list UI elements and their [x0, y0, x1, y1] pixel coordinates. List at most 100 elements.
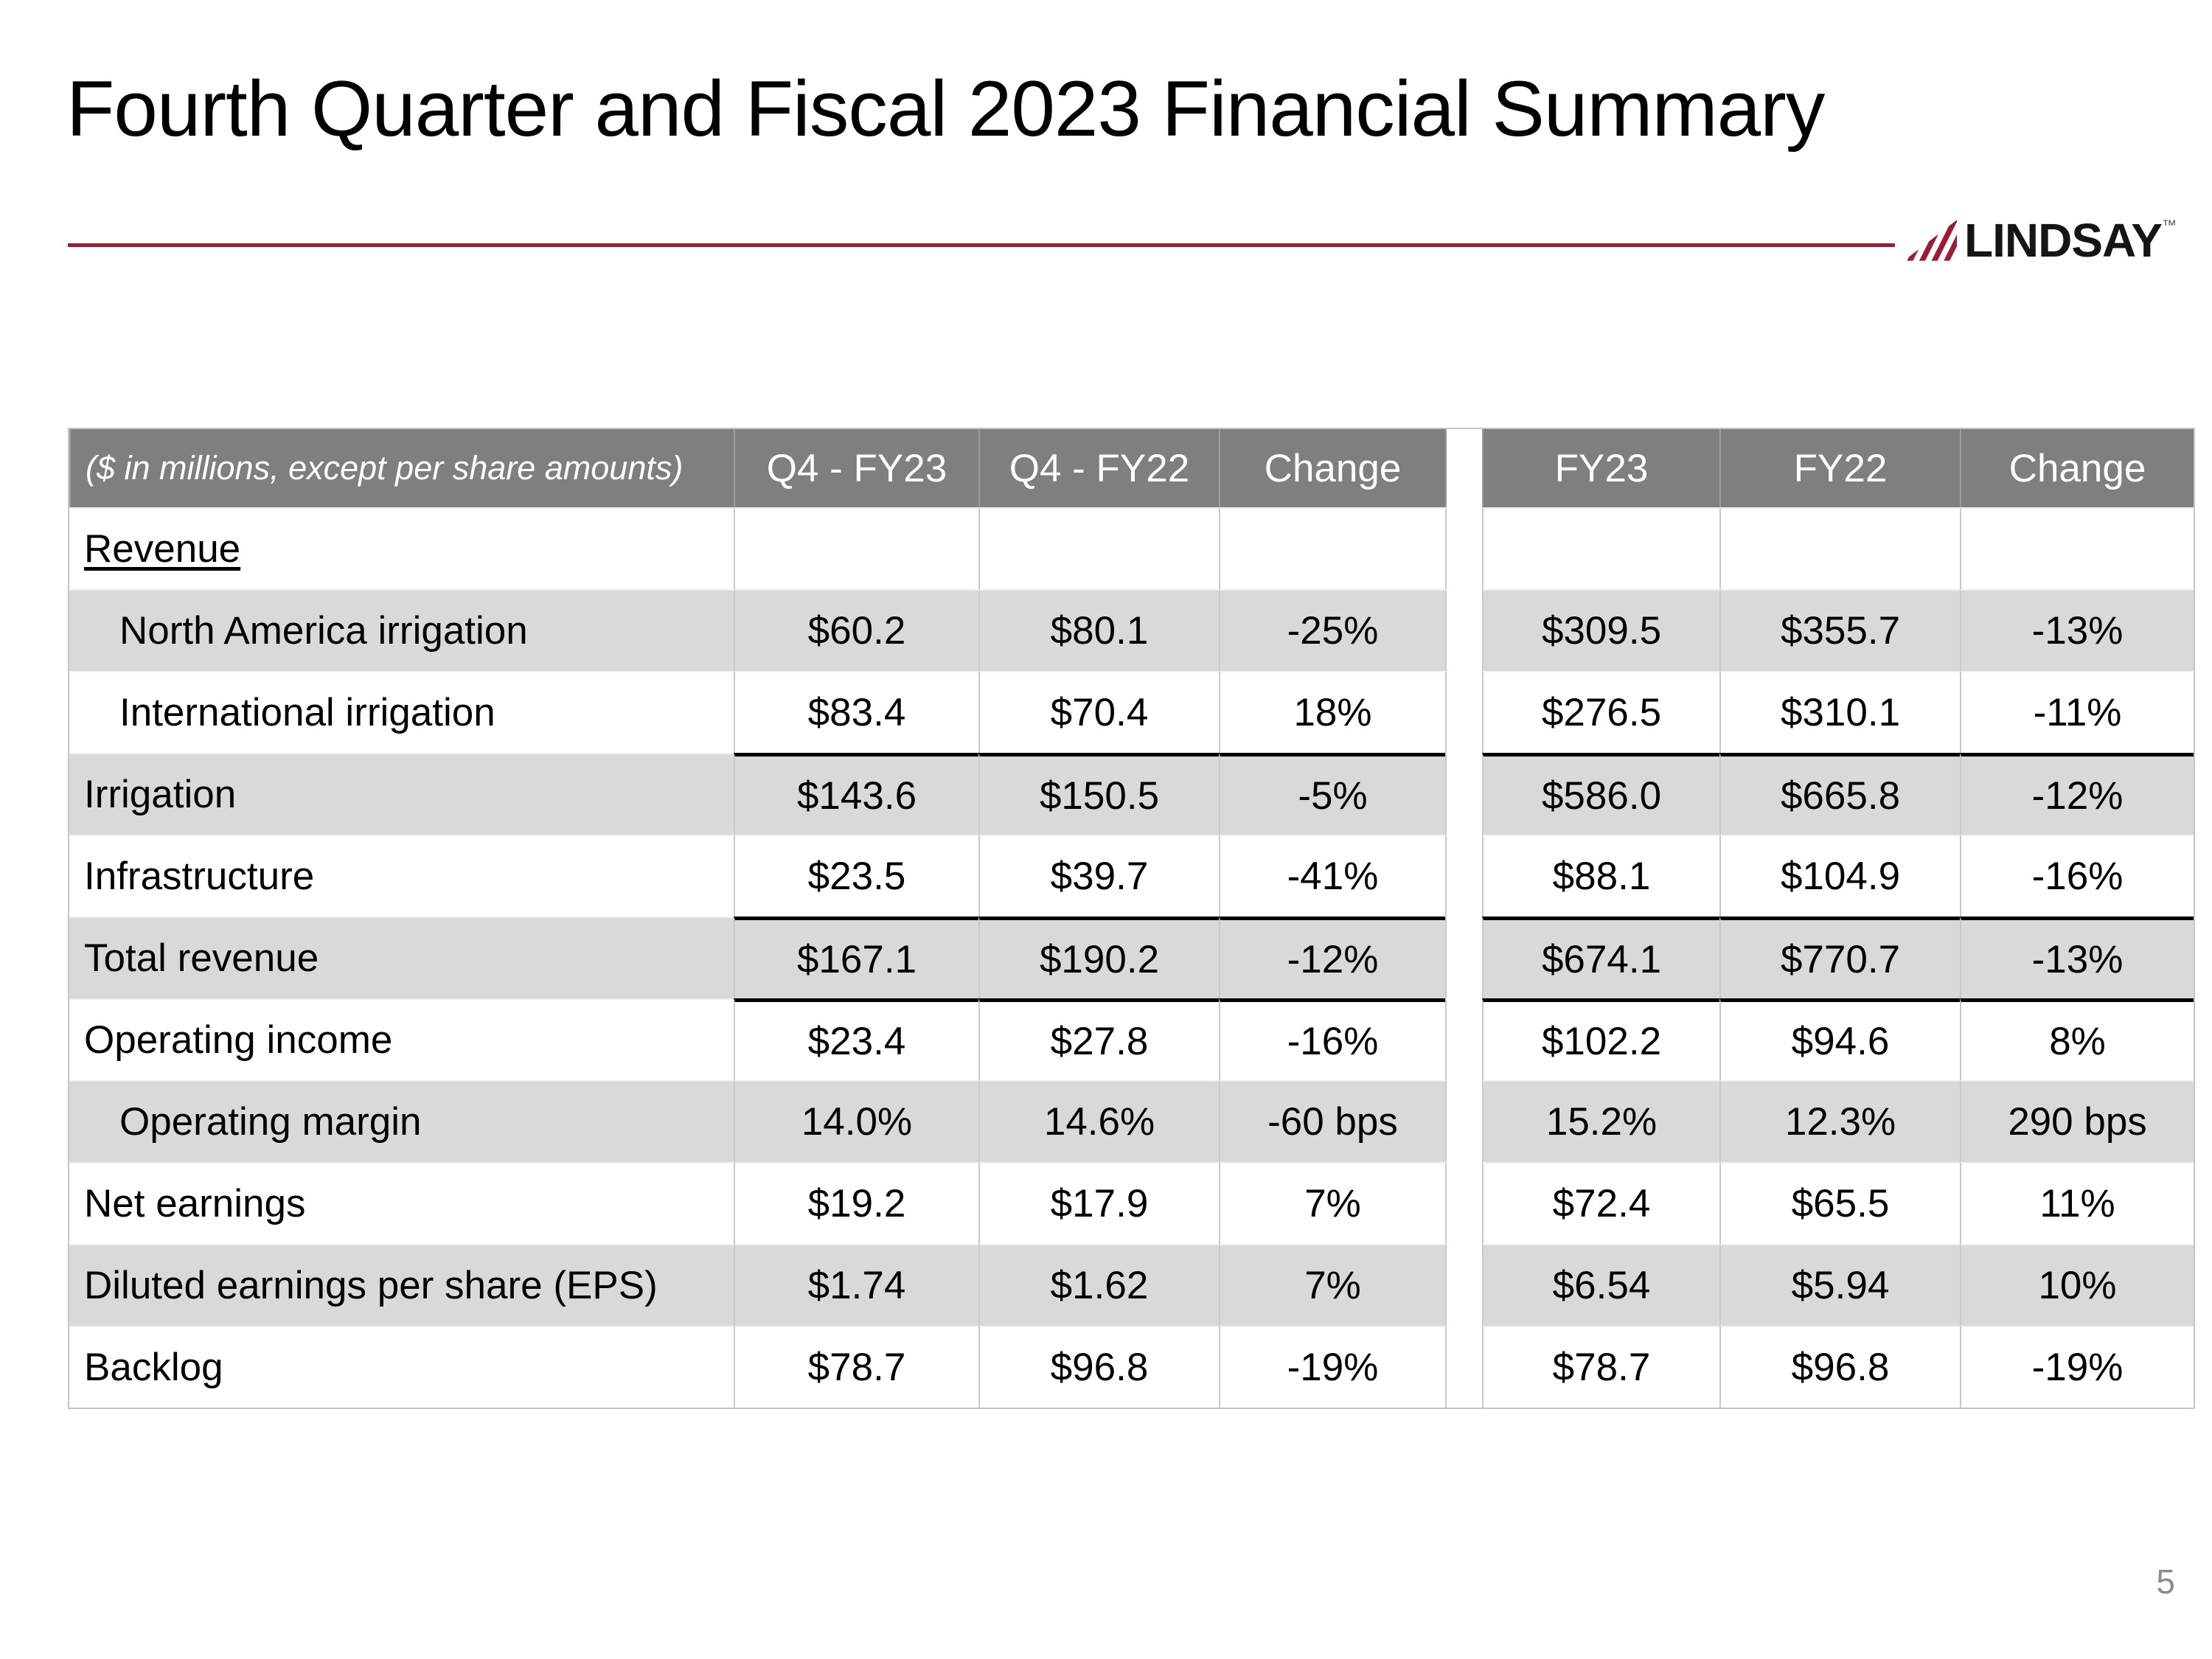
column-gap [1445, 429, 1482, 507]
table-row-infrastructure: Infrastructure $23.5 $39.7 -41% $88.1 $1… [69, 835, 2194, 917]
col-header-change-q4: Change [1219, 429, 1445, 507]
column-gap [1445, 753, 1482, 835]
row-label: Infrastructure [69, 835, 734, 917]
value-cell: $27.8 [978, 998, 1219, 1080]
value-cell: $1.62 [978, 1244, 1219, 1326]
value-cell: $674.1 [1482, 917, 1719, 998]
value-cell: $167.1 [734, 917, 978, 998]
row-label: Irrigation [69, 753, 734, 835]
table-row-revenue: Revenue [69, 507, 2194, 589]
value-cell: 8% [1960, 998, 2194, 1080]
column-gap [1445, 917, 1482, 998]
row-label: North America irrigation [69, 589, 734, 671]
value-cell: $276.5 [1482, 671, 1719, 753]
value-cell: $6.54 [1482, 1244, 1719, 1326]
table-units-note: ($ in millions, except per share amounts… [69, 429, 734, 507]
value-cell: $78.7 [734, 1326, 978, 1408]
table-row-total-revenue: Total revenue $167.1 $190.2 -12% $674.1 … [69, 917, 2194, 998]
table-row-diluted-eps: Diluted earnings per share (EPS) $1.74 $… [69, 1244, 2194, 1326]
value-cell: 18% [1219, 671, 1445, 753]
page-number: 5 [2156, 1562, 2175, 1601]
value-cell [1219, 507, 1445, 589]
value-cell: $96.8 [978, 1326, 1219, 1408]
column-gap [1445, 835, 1482, 917]
value-cell: -5% [1219, 753, 1445, 835]
value-cell: 12.3% [1719, 1080, 1960, 1162]
column-gap [1445, 998, 1482, 1080]
column-gap [1445, 507, 1482, 589]
value-cell: -19% [1960, 1326, 2194, 1408]
value-cell: -11% [1960, 671, 2194, 753]
value-cell: -16% [1960, 835, 2194, 917]
value-cell: 15.2% [1482, 1080, 1719, 1162]
value-cell: 10% [1960, 1244, 2194, 1326]
value-cell [1719, 507, 1960, 589]
lindsay-logo: LINDSAY ™ [1895, 214, 2182, 269]
value-cell: 290 bps [1960, 1080, 2194, 1162]
row-label: Net earnings [69, 1162, 734, 1244]
col-header-change-fy: Change [1960, 429, 2194, 507]
value-cell: $70.4 [978, 671, 1219, 753]
value-cell: -19% [1219, 1326, 1445, 1408]
page-title: Fourth Quarter and Fiscal 2023 Financial… [66, 64, 1825, 153]
value-cell: $88.1 [1482, 835, 1719, 917]
row-label: Total revenue [69, 917, 734, 998]
value-cell: -12% [1219, 917, 1445, 998]
value-cell: $23.5 [734, 835, 978, 917]
value-cell [978, 507, 1219, 589]
row-label: Backlog [69, 1326, 734, 1408]
table-row-net-earnings: Net earnings $19.2 $17.9 7% $72.4 $65.5 … [69, 1162, 2194, 1244]
value-cell: $150.5 [978, 753, 1219, 835]
value-cell: 7% [1219, 1244, 1445, 1326]
value-cell: -60 bps [1219, 1080, 1445, 1162]
value-cell: $309.5 [1482, 589, 1719, 671]
column-gap [1445, 1244, 1482, 1326]
value-cell: $72.4 [1482, 1162, 1719, 1244]
value-cell [1960, 507, 2194, 589]
table-row-backlog: Backlog $78.7 $96.8 -19% $78.7 $96.8 -19… [69, 1326, 2194, 1408]
value-cell: $19.2 [734, 1162, 978, 1244]
value-cell: $770.7 [1719, 917, 1960, 998]
value-cell: $310.1 [1719, 671, 1960, 753]
value-cell: $1.74 [734, 1244, 978, 1326]
column-gap [1445, 1080, 1482, 1162]
value-cell: -41% [1219, 835, 1445, 917]
financial-summary-table: ($ in millions, except per share amounts… [68, 428, 2195, 1409]
row-label: International irrigation [69, 671, 734, 753]
value-cell: -12% [1960, 753, 2194, 835]
table-header-row: ($ in millions, except per share amounts… [69, 429, 2194, 507]
value-cell: $586.0 [1482, 753, 1719, 835]
value-cell: $5.94 [1719, 1244, 1960, 1326]
table-row-international-irrigation: International irrigation $83.4 $70.4 18%… [69, 671, 2194, 753]
value-cell [734, 507, 978, 589]
value-cell [1482, 507, 1719, 589]
title-divider-line [68, 243, 2143, 247]
value-cell: $94.6 [1719, 998, 1960, 1080]
col-header-fy22: FY22 [1719, 429, 1960, 507]
value-cell: $65.5 [1719, 1162, 1960, 1244]
value-cell: 11% [1960, 1162, 2194, 1244]
column-gap [1445, 671, 1482, 753]
value-cell: $665.8 [1719, 753, 1960, 835]
value-cell: $102.2 [1482, 998, 1719, 1080]
row-label-revenue: Revenue [69, 507, 734, 589]
value-cell: $143.6 [734, 753, 978, 835]
table-row-irrigation: Irrigation $143.6 $150.5 -5% $586.0 $665… [69, 753, 2194, 835]
value-cell: $17.9 [978, 1162, 1219, 1244]
value-cell: -13% [1960, 589, 2194, 671]
value-cell: $80.1 [978, 589, 1219, 671]
value-cell: $78.7 [1482, 1326, 1719, 1408]
table-row-operating-income: Operating income $23.4 $27.8 -16% $102.2… [69, 998, 2194, 1080]
col-header-fy23: FY23 [1482, 429, 1719, 507]
row-label-text: Revenue [84, 527, 241, 571]
row-label: Operating income [69, 998, 734, 1080]
value-cell: $83.4 [734, 671, 978, 753]
row-label: Operating margin [69, 1080, 734, 1162]
value-cell: $104.9 [1719, 835, 1960, 917]
lindsay-logo-text: LINDSAY [1964, 214, 2163, 267]
column-gap [1445, 589, 1482, 671]
value-cell: $60.2 [734, 589, 978, 671]
value-cell: $39.7 [978, 835, 1219, 917]
value-cell: -16% [1219, 998, 1445, 1080]
